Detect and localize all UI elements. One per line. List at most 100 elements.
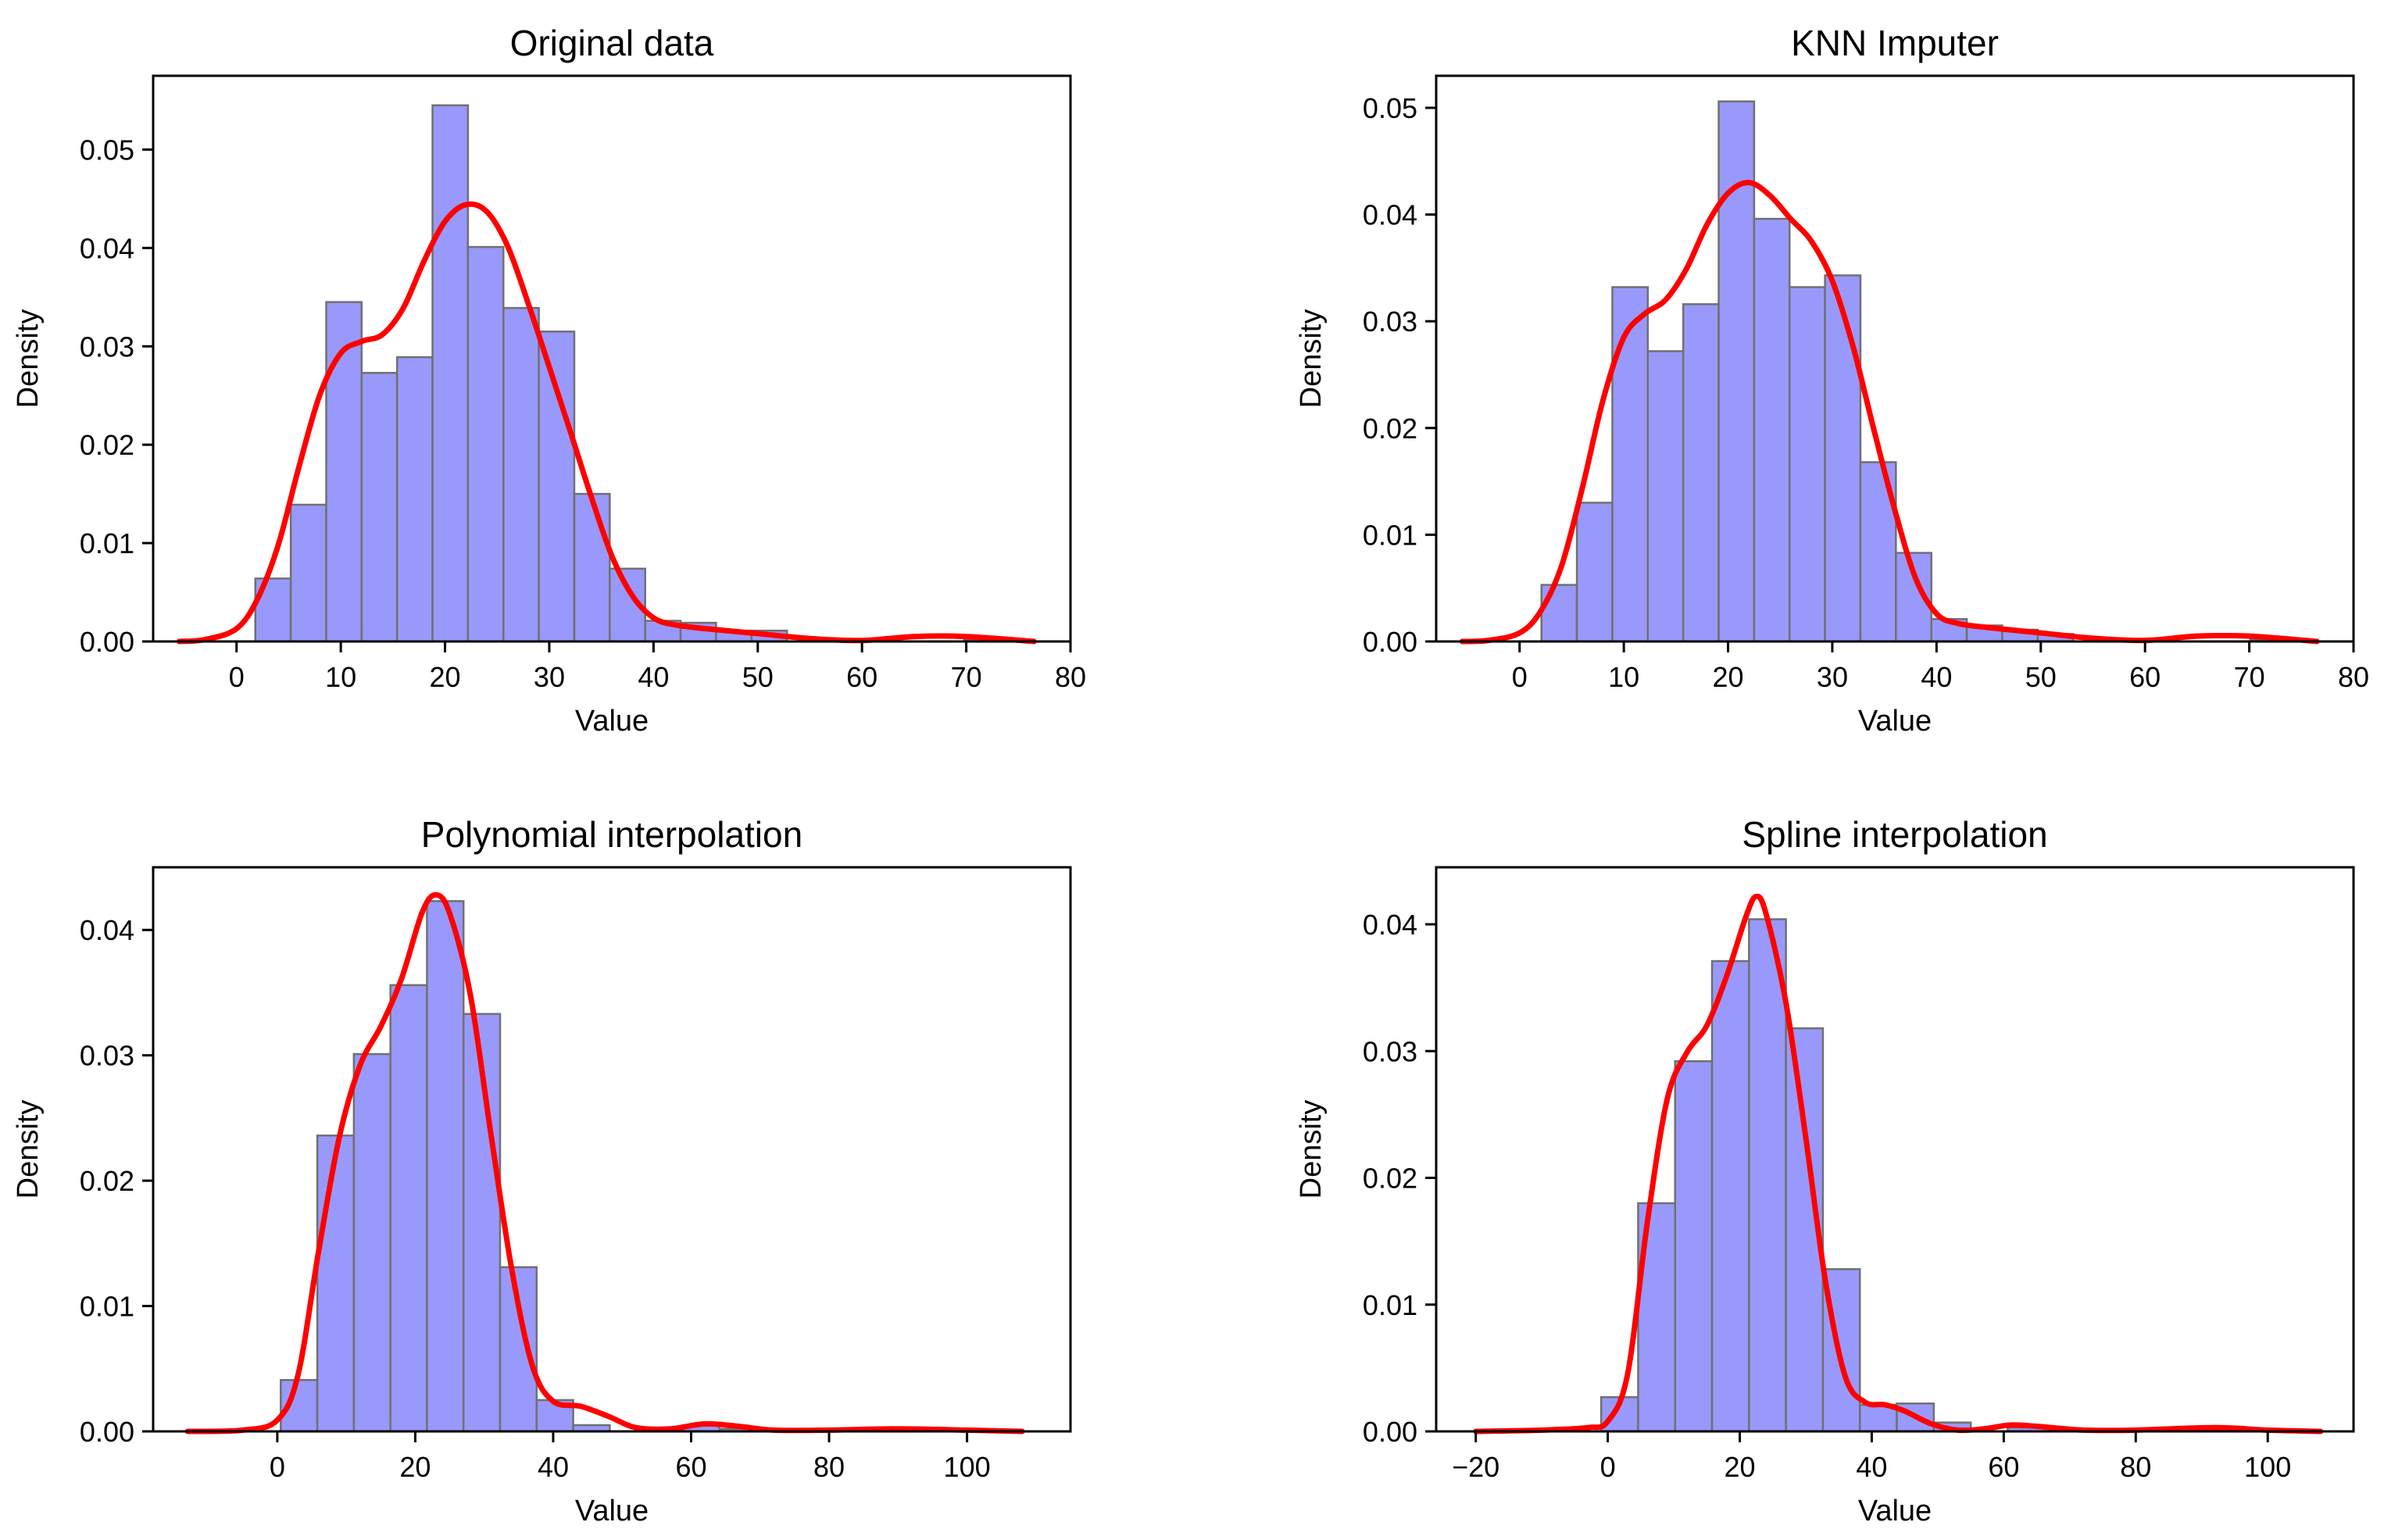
- x-tick-label: 40: [538, 1451, 569, 1483]
- subplot-title: KNN Imputer: [1791, 23, 1999, 63]
- x-tick-label: 30: [1817, 661, 1848, 693]
- histogram-bar: [1646, 350, 1685, 643]
- x-tick-label: 20: [1713, 661, 1744, 693]
- y-tick-label: 0.04: [80, 914, 134, 946]
- x-tick-label: 60: [846, 661, 877, 693]
- histogram-bar: [1789, 286, 1826, 643]
- x-tick-label: 0: [1512, 661, 1528, 693]
- x-tick-label: 70: [951, 661, 982, 693]
- density-curve: [184, 891, 1025, 1435]
- subplot-title: Spline interpolation: [1742, 814, 2047, 855]
- histogram-bar: [502, 306, 540, 643]
- y-tick-label: 0.02: [1363, 413, 1417, 445]
- y-tick-label: 0.04: [1363, 199, 1417, 231]
- x-tick-label: 20: [399, 1451, 431, 1483]
- x-tick-label: 10: [325, 661, 356, 693]
- histogram-bar: [538, 331, 576, 643]
- y-tick-label: 0.00: [1363, 626, 1417, 658]
- x-tick-label: 40: [1856, 1451, 1887, 1483]
- density-curve: [1459, 180, 2320, 645]
- y-axis-label: Density: [12, 309, 45, 409]
- x-tick-label: 0: [1600, 1451, 1616, 1483]
- x-tick-label: 10: [1608, 661, 1639, 693]
- subplot-1: 0 10 20 30 40 50 60 70 80 0.00 0.01 0.02 0.03 0.04 0.0…: [12, 23, 1086, 738]
- x-tick-label: 60: [675, 1451, 706, 1483]
- histogram-bar: [1717, 100, 1756, 643]
- y-axis-label: Density: [1295, 309, 1328, 409]
- axes-frame: [152, 866, 1072, 1433]
- y-tick-label: 0.02: [80, 1165, 134, 1197]
- axes-frame: [1435, 866, 2355, 1433]
- histogram-bar: [316, 1134, 356, 1433]
- x-tick-label: 80: [1055, 661, 1086, 693]
- histogram-bar: [1753, 217, 1791, 643]
- histogram-bar: [395, 356, 434, 643]
- y-tick-label: 0.03: [1363, 305, 1417, 338]
- subplot-2: 0 10 20 30 40 50 60 70 80 0.00 0.01 0.02 0.03 0.04 0.0…: [1295, 23, 2369, 738]
- histogram-bar: [1611, 286, 1649, 643]
- histogram-bar: [466, 245, 505, 643]
- histogram-bar: [1824, 274, 1862, 643]
- subplot-title: Polynomial interpolation: [421, 814, 802, 855]
- y-tick-label: 0.01: [1363, 1289, 1417, 1321]
- x-tick-label: 100: [944, 1451, 991, 1483]
- histogram-bar: [389, 984, 428, 1433]
- y-tick-label: 0.03: [80, 331, 134, 363]
- y-tick-label: 0.04: [80, 232, 134, 264]
- axes-frame: [152, 74, 1072, 643]
- x-tick-label: 80: [2338, 661, 2369, 693]
- histogram-bar: [573, 492, 611, 643]
- y-tick-label: 0.05: [1363, 92, 1417, 124]
- x-axis-label: Value: [1858, 1495, 1932, 1527]
- x-tick-label: 80: [2120, 1451, 2151, 1483]
- axes-frame: [1435, 74, 2355, 643]
- x-tick-label: 20: [430, 661, 461, 693]
- y-axis-label: Density: [1295, 1100, 1328, 1199]
- y-axis-label: Density: [12, 1100, 45, 1199]
- x-tick-label: 50: [742, 661, 774, 693]
- x-tick-label: 60: [2129, 661, 2161, 693]
- histogram-bar: [1575, 502, 1614, 643]
- x-tick-label: 50: [2025, 661, 2057, 693]
- histogram-bar: [352, 1052, 391, 1433]
- x-tick-label: 60: [1988, 1451, 2019, 1483]
- x-tick-label: 40: [1921, 661, 1952, 693]
- x-tick-label: 40: [638, 661, 669, 693]
- y-tick-label: 0.01: [80, 527, 134, 559]
- subplot-3: 0 20 40 60 80 100 0.00 0.01 0.02 0.03 0.04 Polynomi…: [12, 814, 1072, 1527]
- histogram-bar: [1682, 303, 1720, 643]
- x-tick-label: 0: [270, 1451, 285, 1483]
- subplot-title: Original data: [510, 23, 714, 63]
- x-tick-label: 30: [534, 661, 565, 693]
- x-axis-label: Value: [1858, 705, 1932, 738]
- histogram-bar: [1540, 584, 1578, 643]
- y-tick-label: 0.05: [80, 134, 134, 166]
- x-axis-label: Value: [575, 705, 649, 738]
- x-tick-label: 70: [2234, 661, 2265, 693]
- histogram-bar: [289, 503, 327, 643]
- y-tick-label: 0.00: [80, 626, 134, 658]
- x-tick-label: 0: [229, 661, 245, 693]
- x-tick-label: −20: [1452, 1451, 1499, 1483]
- y-tick-label: 0.03: [1363, 1035, 1417, 1067]
- y-tick-label: 0.00: [1363, 1416, 1417, 1448]
- y-tick-label: 0.00: [80, 1416, 134, 1448]
- y-tick-label: 0.01: [1363, 519, 1417, 551]
- x-axis-label: Value: [575, 1495, 649, 1527]
- x-tick-label: 80: [813, 1451, 845, 1483]
- y-tick-label: 0.02: [1363, 1163, 1417, 1195]
- histogram-bar: [1674, 1059, 1714, 1433]
- histogram-bar: [325, 301, 363, 643]
- x-tick-label: 100: [2244, 1451, 2291, 1483]
- x-tick-label: 20: [1724, 1451, 1755, 1483]
- histogram-bar: [431, 104, 470, 643]
- y-tick-label: 0.03: [80, 1040, 134, 1072]
- subplot-4: −20 0 20 40 60 80 100 0.00 0.01 0.02 0.03 0.04 Splin…: [1295, 814, 2355, 1527]
- histogram-bar: [1710, 959, 1750, 1433]
- y-tick-label: 0.02: [80, 429, 134, 461]
- y-tick-label: 0.01: [80, 1291, 134, 1323]
- histogram-bar: [360, 372, 399, 643]
- density-curve: [176, 201, 1037, 645]
- density-curve: [1473, 893, 2324, 1435]
